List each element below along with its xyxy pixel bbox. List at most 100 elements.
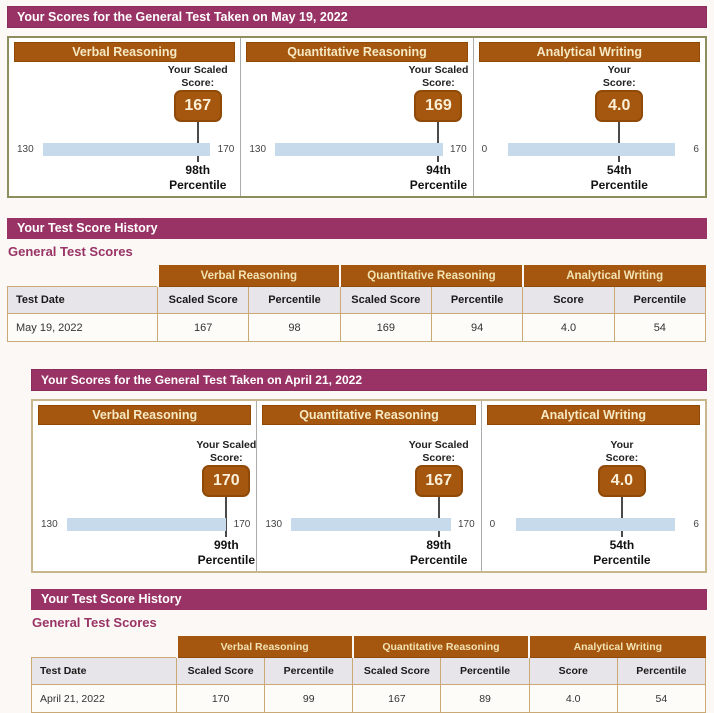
group-header-quantitative: Quantitative Reasoning bbox=[351, 636, 530, 658]
section-title-bar: Your Scores for the General Test Taken o… bbox=[31, 369, 707, 391]
test-score-history: Your Test Score History General Test Sco… bbox=[31, 589, 707, 713]
group-header-quantitative: Quantitative Reasoning bbox=[339, 265, 523, 287]
col-verbal-scaled-score: Scaled Score bbox=[156, 286, 250, 314]
col-aw-percentile: Percentile bbox=[616, 657, 707, 685]
analytical-writing-score-card: Analytical Writing Your Score: 4.0 0 6 54… bbox=[482, 401, 705, 571]
empty-corner-cell bbox=[8, 265, 158, 287]
score-pointer bbox=[618, 122, 621, 162]
cell-aw-score: 4.0 bbox=[522, 313, 615, 342]
section-title-bar: Your Scores for the General Test Taken o… bbox=[7, 6, 707, 28]
col-verbal-scaled-score: Scaled Score bbox=[175, 657, 266, 685]
scale-min: 0 bbox=[481, 144, 488, 155]
analytical-writing-score-card: Analytical Writing Your Score: 4.0 0 6 54… bbox=[474, 38, 705, 196]
group-header-analytical: Analytical Writing bbox=[528, 636, 706, 658]
percentile-text: 54th Percentile bbox=[593, 538, 651, 567]
score-scale-bar bbox=[507, 143, 675, 156]
col-aw-score: Score bbox=[528, 657, 618, 685]
score-label: Your Scaled Score: bbox=[196, 438, 257, 464]
scale-min: 130 bbox=[41, 519, 58, 530]
col-test-date: Test Date bbox=[31, 657, 177, 685]
card-title: Analytical Writing bbox=[486, 405, 700, 425]
general-test-scores-label: General Test Scores bbox=[8, 244, 133, 259]
scale-max: 6 bbox=[693, 144, 699, 155]
scale-min: 130 bbox=[265, 519, 283, 530]
score-pointer bbox=[437, 497, 440, 537]
score-history-table: Verbal Reasoning Quantitative Reasoning … bbox=[31, 636, 707, 713]
percentile-text: 89th Percentile bbox=[410, 538, 468, 567]
card-title: Analytical Writing bbox=[478, 42, 700, 62]
group-header-verbal: Verbal Reasoning bbox=[175, 636, 353, 658]
col-quant-percentile: Percentile bbox=[440, 657, 530, 685]
cell-aw-percentile: 54 bbox=[616, 684, 707, 713]
group-header-analytical: Analytical Writing bbox=[521, 265, 706, 287]
score-badge: 4.0 bbox=[595, 90, 644, 122]
verbal-score-card: Verbal Reasoning Your Scaled Score: 167 1… bbox=[9, 38, 242, 196]
cell-verbal-scaled-score: 167 bbox=[156, 313, 250, 342]
score-pointer bbox=[225, 497, 228, 537]
card-body: Your Scaled Score: 167 130 170 89th Percen… bbox=[263, 427, 474, 571]
cell-test-date: April 21, 2022 bbox=[31, 684, 177, 713]
scale-min: 0 bbox=[489, 519, 496, 530]
card-title: Quantitative Reasoning bbox=[262, 405, 476, 425]
cell-test-date: May 19, 2022 bbox=[7, 313, 158, 342]
scale-max: 170 bbox=[233, 519, 251, 530]
general-test-scores-label: General Test Scores bbox=[32, 615, 157, 630]
cell-aw-score: 4.0 bbox=[528, 684, 618, 713]
cell-quant-scaled-score: 167 bbox=[352, 684, 442, 713]
card-body: Your Scaled Score: 169 130 170 94th Percen… bbox=[247, 63, 469, 196]
cell-verbal-scaled-score: 170 bbox=[175, 684, 266, 713]
score-badge: 170 bbox=[202, 465, 251, 497]
percentile-text: 98th Percentile bbox=[169, 163, 227, 192]
col-aw-score: Score bbox=[522, 286, 615, 314]
score-scale-bar bbox=[291, 518, 451, 531]
col-test-date: Test Date bbox=[7, 286, 158, 314]
score-history-table: Verbal Reasoning Quantitative Reasoning … bbox=[7, 265, 707, 342]
col-quant-percentile: Percentile bbox=[430, 286, 524, 314]
scale-max: 170 bbox=[457, 519, 475, 530]
table-row: April 21, 2022 170 99 167 89 4.0 54 bbox=[31, 684, 707, 713]
column-header-row: Test Date Scaled Score Percentile Scaled… bbox=[7, 286, 707, 314]
card-body: Your Scaled Score: 170 130 170 99th Percen… bbox=[39, 427, 256, 571]
table-row: May 19, 2022 167 98 169 94 4.0 54 bbox=[7, 313, 707, 342]
card-body: Your Scaled Score: 167 130 170 98th Percen… bbox=[15, 64, 234, 196]
col-verbal-percentile: Percentile bbox=[264, 657, 354, 685]
card-title: Quantitative Reasoning bbox=[246, 42, 468, 62]
percentile-text: 99th Percentile bbox=[197, 538, 256, 567]
card-title: Verbal Reasoning bbox=[14, 42, 236, 62]
score-cards-panel: Verbal Reasoning Your Scaled Score: 170 1… bbox=[31, 399, 707, 573]
group-header-row: Verbal Reasoning Quantitative Reasoning … bbox=[32, 636, 706, 658]
card-body: Your Score: 4.0 0 6 54th Percentile bbox=[480, 64, 699, 196]
score-cards-panel: Verbal Reasoning Your Scaled Score: 167 1… bbox=[7, 36, 707, 198]
scale-min: 130 bbox=[249, 144, 267, 155]
score-badge: 169 bbox=[414, 90, 463, 122]
cell-verbal-percentile: 99 bbox=[264, 684, 354, 713]
empty-corner-cell bbox=[32, 636, 177, 658]
scale-min: 130 bbox=[17, 144, 34, 155]
cell-verbal-percentile: 98 bbox=[248, 313, 341, 342]
score-scale-bar bbox=[67, 518, 227, 531]
card-body: Your Score: 4.0 0 6 54th Percentile bbox=[488, 427, 699, 571]
score-badge: 4.0 bbox=[597, 465, 646, 497]
percentile-text: 54th Percentile bbox=[590, 163, 648, 192]
percentile-text: 94th Percentile bbox=[409, 163, 468, 192]
score-scale-bar bbox=[43, 143, 211, 156]
score-pointer bbox=[437, 122, 440, 162]
history-title-bar: Your Test Score History bbox=[7, 218, 707, 239]
col-aw-percentile: Percentile bbox=[613, 286, 707, 314]
verbal-score-card: Verbal Reasoning Your Scaled Score: 170 1… bbox=[33, 401, 258, 571]
col-quant-scaled-score: Scaled Score bbox=[339, 286, 432, 314]
score-badge: 167 bbox=[173, 90, 222, 122]
score-scale-bar bbox=[515, 518, 675, 531]
scale-max: 6 bbox=[693, 519, 699, 530]
quantitative-score-card: Quantitative Reasoning Your Scaled Score:… bbox=[241, 38, 474, 196]
score-scale-bar bbox=[275, 143, 443, 156]
scale-max: 170 bbox=[217, 144, 235, 155]
score-label: Your Scaled Score: bbox=[167, 63, 228, 89]
score-label: Your Scaled Score: bbox=[408, 63, 469, 89]
score-pointer bbox=[620, 497, 623, 537]
cell-aw-percentile: 54 bbox=[613, 313, 707, 342]
cell-quant-percentile: 94 bbox=[430, 313, 524, 342]
cell-quant-scaled-score: 169 bbox=[339, 313, 432, 342]
quantitative-score-card: Quantitative Reasoning Your Scaled Score:… bbox=[257, 401, 482, 571]
score-report-april: Your Scores for the General Test Taken o… bbox=[31, 369, 707, 713]
